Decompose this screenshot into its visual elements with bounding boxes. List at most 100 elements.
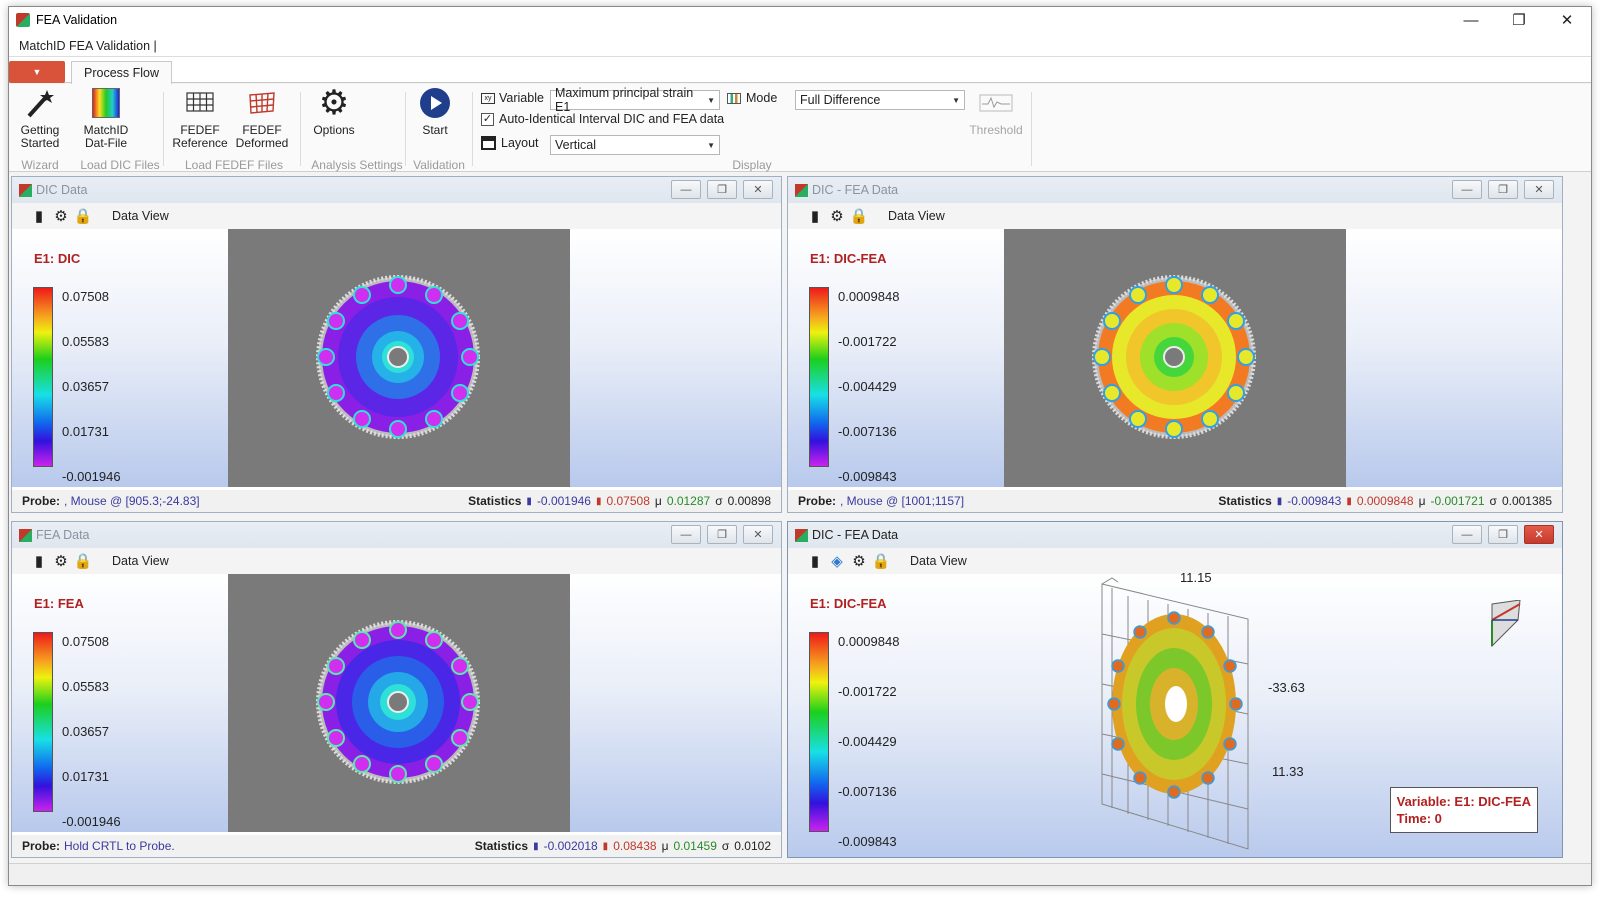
data-view-tab[interactable]: Data View: [112, 209, 169, 223]
probe-label: Probe:: [22, 494, 61, 508]
scale-tick: -0.001722: [838, 684, 897, 699]
cube-icon[interactable]: ◈: [831, 553, 843, 570]
panel-minimize-button[interactable]: —: [1452, 180, 1482, 199]
start-button[interactable]: Start: [416, 86, 454, 137]
panel-header: FEA Data — ❐ ✕: [12, 522, 781, 548]
scale-tick: 0.01731: [62, 769, 109, 784]
data-view-tab[interactable]: Data View: [888, 209, 945, 223]
axis-label: 11.33: [1272, 764, 1304, 779]
play-icon: [418, 86, 452, 120]
statistics: Statistics ▮ -0.001946 ▮ 0.07508 μ 0.01287 …: [468, 494, 771, 508]
probe-label: Probe:: [798, 494, 837, 508]
options-button[interactable]: ⚙ Options: [309, 86, 359, 137]
panel-minimize-button[interactable]: —: [1452, 525, 1482, 544]
max-icon: ▮: [595, 495, 602, 507]
panel-icon: [19, 183, 32, 197]
chevron-down-icon: ▼: [707, 140, 715, 150]
lock-icon[interactable]: 🔒: [849, 208, 869, 225]
bar-chart-icon[interactable]: ▮: [810, 553, 820, 570]
probe-value: Hold CRTL to Probe.: [64, 839, 175, 853]
layout-label-wrap: Layout: [481, 136, 539, 150]
group-validation-label: Validation: [413, 158, 465, 172]
app-subtitle: MatchID FEA Validation |: [9, 33, 1591, 57]
gear-icon[interactable]: ⚙: [852, 553, 866, 570]
panel-close-button[interactable]: ✕: [1524, 525, 1554, 544]
orientation-triad-icon: [1491, 600, 1521, 648]
panel-minimize-button[interactable]: —: [671, 525, 701, 544]
gear-icon[interactable]: ⚙: [54, 553, 68, 570]
gear-icon[interactable]: ⚙: [830, 208, 844, 225]
stat-std: 0.001385: [1501, 494, 1552, 508]
strain-field-fea: [316, 620, 480, 784]
color-scale-bar: [809, 632, 829, 832]
variable-icon: xy: [481, 92, 495, 104]
specimen-image[interactable]: [228, 574, 570, 832]
fedef-reference-button[interactable]: FEDEF Reference: [171, 86, 229, 150]
scale-tick: 0.03657: [62, 724, 109, 739]
close-button[interactable]: ✕: [1560, 12, 1574, 29]
panel-maximize-button[interactable]: ❐: [1488, 525, 1518, 544]
getting-started-button[interactable]: Getting Started: [17, 86, 63, 150]
minimize-button[interactable]: —: [1463, 11, 1479, 29]
fedef-deformed-button[interactable]: FEDEF Deformed: [233, 86, 291, 150]
group-analysis-label: Analysis Settings: [311, 158, 403, 172]
panel-close-button[interactable]: ✕: [743, 525, 773, 544]
panel-maximize-button[interactable]: ❐: [707, 525, 737, 544]
panel-dic-data: DIC Data — ❐ ✕ ▮ ⚙ 🔒 Data View E1: DIC 0…: [11, 176, 782, 513]
panel-maximize-button[interactable]: ❐: [1488, 180, 1518, 199]
mode-icon: [727, 92, 741, 104]
specimen-image[interactable]: [1004, 229, 1346, 487]
specimen-image[interactable]: [228, 229, 570, 487]
variable-label: Variable: [499, 91, 544, 105]
lock-icon[interactable]: 🔒: [73, 553, 93, 570]
variable-select[interactable]: Maximum principal strain E1 ▼: [550, 86, 720, 114]
bar-chart-icon[interactable]: ▮: [810, 208, 820, 225]
threshold-button[interactable]: Threshold: [967, 86, 1025, 137]
data-view-tab[interactable]: Data View: [910, 554, 967, 568]
getting-started-label: Getting Started: [20, 123, 60, 150]
file-menu-button[interactable]: ▼: [9, 61, 65, 83]
scale-tick: 0.05583: [62, 679, 109, 694]
matchid-dat-file-button[interactable]: MatchID Dat-File: [77, 86, 135, 150]
lock-icon[interactable]: 🔒: [871, 553, 891, 570]
layout-value: Vertical: [555, 138, 596, 152]
panel-close-button[interactable]: ✕: [1524, 180, 1554, 199]
lock-icon[interactable]: 🔒: [73, 208, 93, 225]
variable-legend: Variable: E1: DIC-FEA Time: 0: [1389, 787, 1538, 833]
title-bar: FEA Validation — ❐ ✕: [9, 7, 1591, 33]
gear-icon: ⚙: [318, 83, 350, 122]
gear-icon[interactable]: ⚙: [54, 208, 68, 225]
scale-tick: 0.0009848: [838, 634, 900, 649]
scale-tick: -0.001946: [62, 814, 121, 829]
stat-mean: -0.001721: [1430, 494, 1485, 508]
mean-icon: μ: [661, 839, 669, 853]
panel-header: DIC - FEA Data — ❐ ✕: [788, 522, 1562, 548]
panel-icon: [19, 528, 32, 542]
bar-chart-icon[interactable]: ▮: [34, 553, 44, 570]
main-window: FEA Validation — ❐ ✕ MatchID FEA Validat…: [8, 6, 1592, 886]
panel-dic-fea-data: DIC - FEA Data — ❐ ✕ ▮ ⚙ 🔒 Data View E1:…: [787, 176, 1563, 513]
plot-area-3d[interactable]: E1: DIC-FEA 0.0009848 -0.001722 -0.00442…: [788, 570, 1562, 857]
auto-identical-row[interactable]: ✓ Auto-Identical Interval DIC and FEA da…: [481, 112, 724, 126]
stat-std: 0.00898: [727, 494, 771, 508]
statistics: Statistics ▮ -0.009843 ▮ 0.0009848 μ -0.001…: [1218, 494, 1552, 508]
bar-chart-icon[interactable]: ▮: [34, 208, 44, 225]
layout-select[interactable]: Vertical ▼: [550, 135, 720, 155]
group-load-dic-label: Load DIC Files: [80, 158, 160, 172]
panel-maximize-button[interactable]: ❐: [707, 180, 737, 199]
panel-minimize-button[interactable]: —: [671, 180, 701, 199]
mode-select[interactable]: Full Difference ▼: [795, 90, 965, 110]
data-view-tab[interactable]: Data View: [112, 554, 169, 568]
color-scale-bar: [809, 287, 829, 467]
panel-title: DIC Data: [36, 183, 88, 197]
tab-process-flow[interactable]: Process Flow: [71, 61, 173, 84]
panel-close-button[interactable]: ✕: [743, 180, 773, 199]
chevron-down-icon: ▼: [952, 95, 960, 105]
mean-icon: μ: [654, 494, 662, 508]
stat-std: 0.0102: [734, 839, 771, 853]
std-icon: σ: [1489, 494, 1497, 508]
restore-button[interactable]: ❐: [1512, 12, 1526, 29]
statistics: Statistics ▮ -0.002018 ▮ 0.08438 μ 0.01459 …: [475, 839, 771, 853]
max-icon: ▮: [602, 840, 609, 852]
checkbox-checked-icon[interactable]: ✓: [481, 112, 494, 126]
